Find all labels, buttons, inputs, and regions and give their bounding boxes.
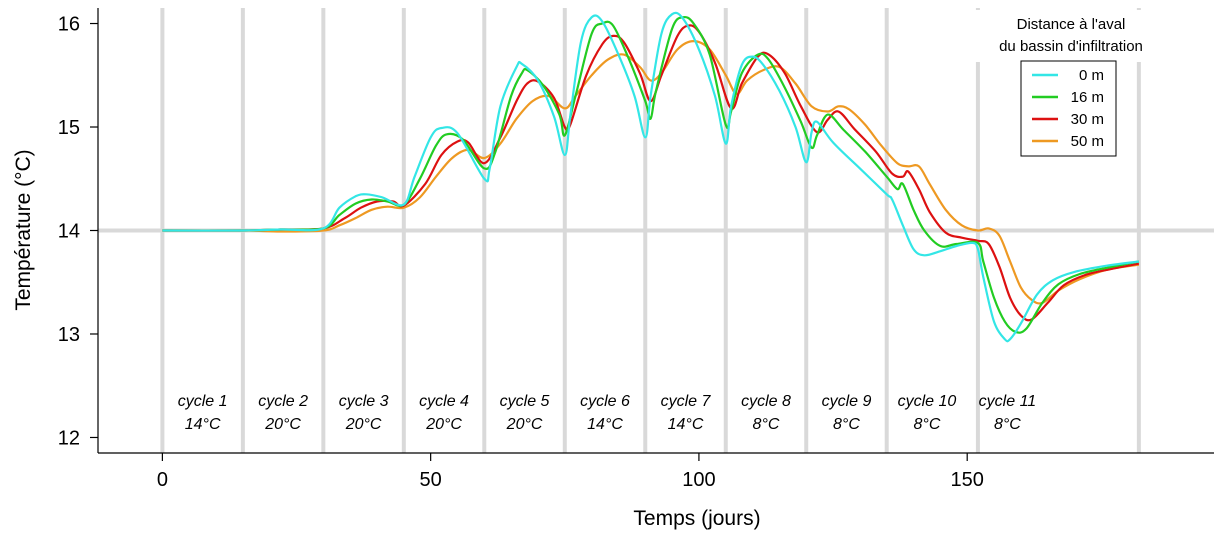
y-tick-label: 15 <box>58 117 80 139</box>
cycle-label-temp: 14°C <box>587 416 623 433</box>
legend-label: 16 m <box>1071 89 1104 106</box>
legend-title-line1: Distance à l'aval <box>1017 16 1126 33</box>
x-tick-label: 150 <box>951 469 984 491</box>
y-tick-label: 12 <box>58 427 80 449</box>
cycle-label-temp: 8°C <box>753 416 780 433</box>
series-line-0m <box>162 11 1140 343</box>
x-tick-label: 100 <box>682 469 715 491</box>
series-line-50m <box>162 40 1140 305</box>
cycle-labels: cycle 1 14°C cycle 2 20°C cycle 3 20°C cycle 4… <box>178 393 1036 433</box>
cycle-label-temp: 20°C <box>345 416 382 433</box>
cycle-label-name: cycle 4 <box>419 393 469 410</box>
grid-lines <box>98 8 1214 453</box>
cycle-label-name: cycle 6 <box>580 393 630 410</box>
y-tick-label: 13 <box>58 324 80 346</box>
y-axis-title: Température (°C) <box>12 149 35 310</box>
cycle-label-name: cycle 10 <box>898 393 957 410</box>
tick-marks: 0 50 100 150 12 13 14 15 16 <box>58 14 984 491</box>
legend: Distance à l'aval du bassin d'infiltrati… <box>968 10 1178 157</box>
cycle-label-temp: 20°C <box>264 416 301 433</box>
cycle-label-temp: 20°C <box>506 416 543 433</box>
cycle-label-name: cycle 2 <box>258 393 308 410</box>
x-tick-label: 0 <box>157 469 168 491</box>
legend-box <box>1020 60 1117 157</box>
cycle-label-name: cycle 7 <box>661 393 712 410</box>
cycle-label-name: cycle 1 <box>178 393 228 410</box>
series-line-30m <box>162 24 1140 322</box>
cycle-label-name: cycle 5 <box>500 393 550 410</box>
cycle-label-temp: 8°C <box>833 416 860 433</box>
legend-backdrop <box>968 10 1178 62</box>
series-line-16m <box>162 15 1140 334</box>
legend-title-line2: du bassin d'infiltration <box>999 38 1143 55</box>
legend-label: 30 m <box>1071 111 1104 128</box>
cycle-label-name: cycle 8 <box>741 393 791 410</box>
y-tick-label: 16 <box>58 14 80 36</box>
cycle-label-temp: 8°C <box>914 416 941 433</box>
cycle-label-temp: 14°C <box>185 416 221 433</box>
cycle-label-name: cycle 9 <box>822 393 872 410</box>
cycle-label-name: cycle 3 <box>339 393 389 410</box>
series-lines <box>162 11 1140 343</box>
cycle-label-temp: 14°C <box>668 416 704 433</box>
y-tick-label: 14 <box>58 221 80 243</box>
x-axis-title: Temps (jours) <box>633 507 760 530</box>
legend-entries: 0 m 16 m 30 m 50 m <box>1032 67 1104 150</box>
cycle-label-name: cycle 11 <box>979 393 1037 410</box>
cycle-label-temp: 8°C <box>994 416 1021 433</box>
legend-label: 50 m <box>1071 133 1104 150</box>
x-tick-label: 50 <box>420 469 442 491</box>
legend-label: 0 m <box>1079 67 1104 84</box>
cycle-label-temp: 20°C <box>425 416 462 433</box>
